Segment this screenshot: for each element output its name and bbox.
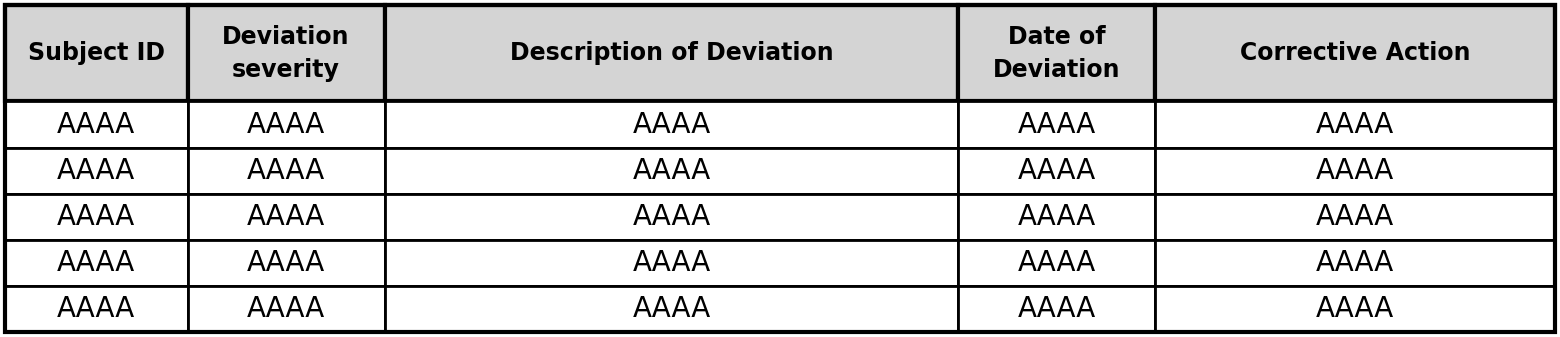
Bar <box>958 240 1156 286</box>
Bar <box>1156 286 1555 332</box>
Text: Date of
Deviation: Date of Deviation <box>994 25 1120 82</box>
Text: Deviation
severity: Deviation severity <box>223 25 349 82</box>
Text: AAAA: AAAA <box>1317 111 1395 139</box>
Bar <box>385 194 958 240</box>
Text: AAAA: AAAA <box>1317 157 1395 185</box>
Bar <box>958 194 1156 240</box>
Text: AAAA: AAAA <box>58 111 136 139</box>
Text: AAAA: AAAA <box>58 249 136 277</box>
Text: AAAA: AAAA <box>246 249 324 277</box>
Text: AAAA: AAAA <box>632 249 711 277</box>
Text: AAAA: AAAA <box>1317 295 1395 323</box>
Text: AAAA: AAAA <box>1017 249 1097 277</box>
Bar <box>187 5 385 101</box>
Bar <box>958 148 1156 194</box>
Bar <box>385 5 958 101</box>
Bar <box>5 240 187 286</box>
Bar <box>1156 5 1555 101</box>
Bar <box>385 148 958 194</box>
Bar <box>958 5 1156 101</box>
Bar <box>958 286 1156 332</box>
Bar <box>5 5 187 101</box>
Text: AAAA: AAAA <box>1017 157 1097 185</box>
Text: AAAA: AAAA <box>632 111 711 139</box>
Bar <box>385 240 958 286</box>
Bar <box>5 148 187 194</box>
Text: Description of Deviation: Description of Deviation <box>510 41 833 65</box>
Bar <box>1156 101 1555 148</box>
Text: AAAA: AAAA <box>58 295 136 323</box>
Bar <box>385 286 958 332</box>
Bar <box>5 286 187 332</box>
Text: AAAA: AAAA <box>246 157 324 185</box>
Text: AAAA: AAAA <box>58 157 136 185</box>
Bar <box>187 240 385 286</box>
Text: AAAA: AAAA <box>1017 111 1097 139</box>
Text: AAAA: AAAA <box>1317 249 1395 277</box>
Bar <box>187 148 385 194</box>
Bar <box>187 101 385 148</box>
Bar <box>5 101 187 148</box>
Text: AAAA: AAAA <box>246 203 324 231</box>
Text: AAAA: AAAA <box>246 111 324 139</box>
Text: AAAA: AAAA <box>632 157 711 185</box>
Text: AAAA: AAAA <box>1017 203 1097 231</box>
Bar <box>5 194 187 240</box>
Bar <box>1156 194 1555 240</box>
Bar <box>187 286 385 332</box>
Bar <box>187 194 385 240</box>
Text: AAAA: AAAA <box>246 295 324 323</box>
Bar <box>1156 148 1555 194</box>
Text: AAAA: AAAA <box>1017 295 1097 323</box>
Text: AAAA: AAAA <box>632 203 711 231</box>
Text: Corrective Action: Corrective Action <box>1240 41 1471 65</box>
Bar <box>385 101 958 148</box>
Text: AAAA: AAAA <box>1317 203 1395 231</box>
Text: AAAA: AAAA <box>58 203 136 231</box>
Bar <box>1156 240 1555 286</box>
Text: AAAA: AAAA <box>632 295 711 323</box>
Bar <box>958 101 1156 148</box>
Text: Subject ID: Subject ID <box>28 41 165 65</box>
